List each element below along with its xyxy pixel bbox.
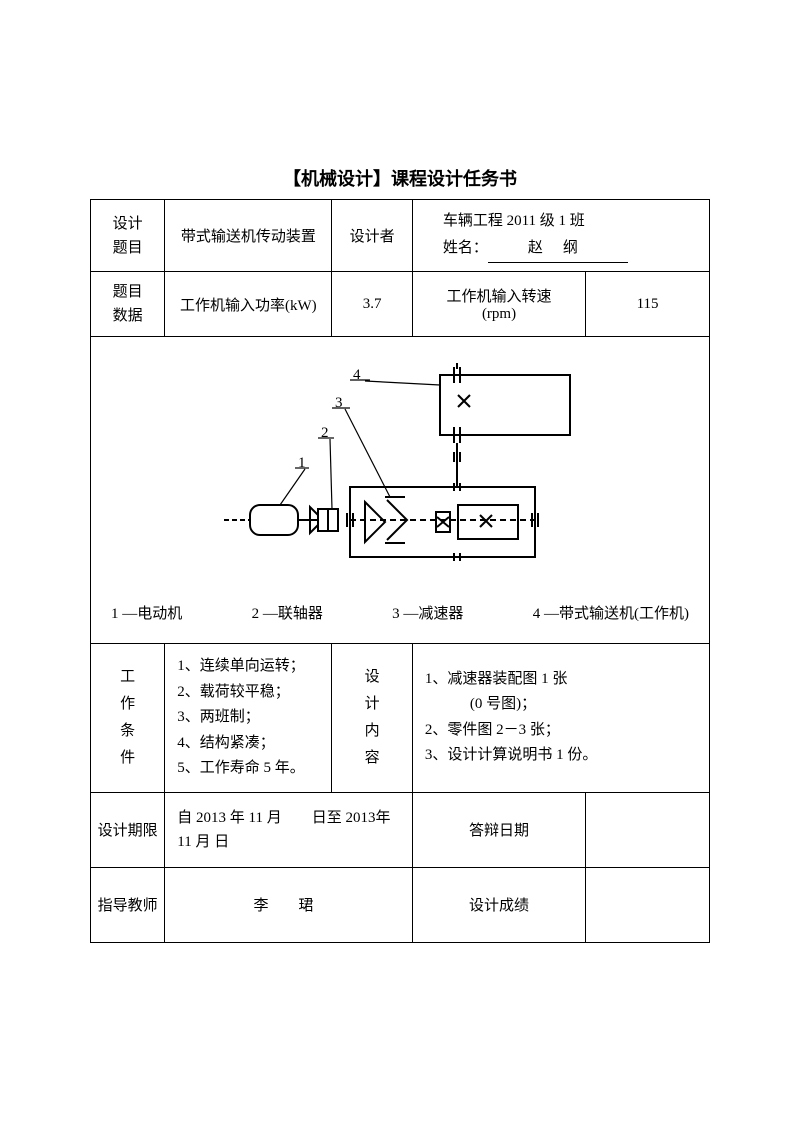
name-label: 姓名：: [443, 240, 488, 256]
speed-label: 工作机输入转速 (rpm): [412, 272, 585, 337]
grade-value: [586, 867, 710, 942]
legend-conveyor: 4 —带式输送机(工作机): [533, 602, 689, 623]
teacher-label: 指导教师: [91, 867, 165, 942]
name-row: 姓名：赵纲: [443, 235, 703, 263]
teacher-name: 李珺: [165, 867, 413, 942]
designer-info: 车辆工程 2011 级 1 班 姓名：赵纲: [412, 200, 709, 272]
power-value: 3.7: [332, 272, 412, 337]
content-label: 设 计 内 容: [332, 644, 412, 793]
designer-label: 设计者: [332, 200, 412, 272]
svg-text:1: 1: [298, 455, 306, 471]
content-text: 1、减速器装配图 1 张 (0 号图)； 2、零件图 2－3 张； 3、设计计算…: [412, 644, 709, 793]
svg-text:3: 3: [335, 395, 343, 411]
diagram-cell: 4 3 2 1 1 —电动机 2 —联轴器 3 —减速器 4 —带式输送机(工作…: [91, 337, 710, 644]
legend-motor: 1 —电动机: [111, 602, 182, 623]
grade-label: 设计成绩: [412, 867, 585, 942]
page-title: 【机械设计】课程设计任务书: [90, 165, 710, 191]
transmission-diagram: 4 3 2 1: [210, 357, 590, 582]
design-topic-value: 带式输送机传动装置: [165, 200, 332, 272]
legend-reducer: 3 —减速器: [392, 602, 463, 623]
diagram-legend: 1 —电动机 2 —联轴器 3 —减速器 4 —带式输送机(工作机): [101, 597, 699, 628]
legend-coupling: 2 —联轴器: [252, 602, 323, 623]
class-info: 车辆工程 2011 级 1 班: [443, 208, 703, 235]
power-label: 工作机输入功率(kW): [165, 272, 332, 337]
period-text: 自 2013 年 11 月 日至 2013年 11 月 日: [165, 792, 413, 867]
defense-date-value: [586, 792, 710, 867]
conditions-text: 1、连续单向运转； 2、载荷较平稳； 3、两班制； 4、结构紧凑； 5、工作寿命…: [165, 644, 332, 793]
data-label: 题目 数据: [91, 272, 165, 337]
conditions-label: 工 作 条 件: [91, 644, 165, 793]
design-topic-label: 设计 题目: [91, 200, 165, 272]
svg-text:4: 4: [353, 367, 361, 383]
period-label: 设计期限: [91, 792, 165, 867]
student-name: 赵纲: [488, 235, 628, 263]
task-table: 设计 题目 带式输送机传动装置 设计者 车辆工程 2011 级 1 班 姓名：赵…: [90, 199, 710, 943]
svg-text:2: 2: [321, 425, 329, 441]
speed-value: 115: [586, 272, 710, 337]
defense-date-label: 答辩日期: [412, 792, 585, 867]
